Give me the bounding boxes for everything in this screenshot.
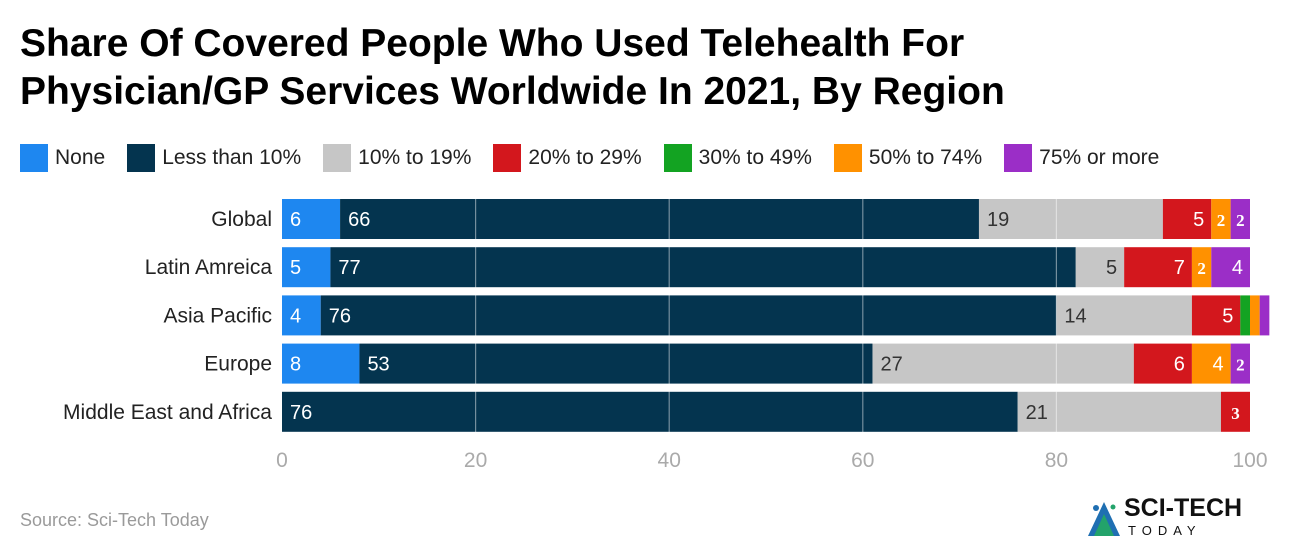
data-label: 2: [1197, 259, 1206, 278]
legend-item-50-to-74: 50% to 74%: [833, 144, 983, 172]
legend-swatch: [323, 144, 352, 172]
data-label: 4: [290, 305, 301, 327]
bar-asia-pacific-10-to-19: [1056, 295, 1192, 336]
source-note: Source: Sci-Tech Today: [20, 510, 209, 530]
bar-asia-pacific-50-to-74: [1250, 295, 1260, 336]
data-label: 2: [1236, 211, 1245, 230]
bar-europe-less-than-10: [359, 343, 873, 384]
data-label: 76: [329, 305, 351, 327]
data-label: 76: [290, 402, 312, 424]
data-label: 5: [1193, 209, 1204, 231]
sci-tech-logo: SCI-TECH TODAY: [1086, 494, 1266, 546]
category-label: Middle East and Africa: [63, 401, 272, 424]
legend-label: 20% to 29%: [528, 146, 642, 169]
bar-europe-10-to-19: [872, 343, 1134, 384]
data-label: 6: [1174, 354, 1185, 376]
data-label: 5: [1222, 305, 1233, 327]
bar-latin-amreica-75-or-more: [1211, 247, 1250, 288]
legend-label: 10% to 19%: [358, 146, 472, 169]
legend-label: 30% to 49%: [698, 146, 812, 169]
bar-asia-pacific-30-to-49: [1240, 295, 1250, 336]
bar-asia-pacific-75-or-more: [1259, 295, 1270, 336]
bar-global-none: [282, 199, 341, 239]
data-label: 8: [290, 354, 301, 376]
data-label: 66: [348, 209, 370, 231]
legend-item-less-than-10: Less than 10%: [127, 144, 301, 172]
legend-item-20-to-29: 20% to 29%: [493, 144, 642, 172]
bar-latin-amreica-10-to-19: [1075, 247, 1125, 288]
legend-item-30-to-49: 30% to 49%: [663, 144, 812, 172]
data-label: 2: [1217, 211, 1226, 230]
bar-europe-75-or-more: [1230, 343, 1250, 384]
data-label: 77: [338, 257, 360, 279]
bar-global-20-to-29: [1162, 199, 1212, 239]
legend-swatch: [20, 144, 48, 172]
x-tick-label: 0: [276, 449, 288, 472]
data-label: 2: [1236, 356, 1245, 375]
stacked-bar-chart: 6 66 19 5 2 25 77 5 7 2 44 76 14 58 53 27 6 4 276 21 3Global…: [63, 199, 1270, 472]
legend-swatch: [127, 144, 156, 172]
chart-title-line-1: Share Of Covered People Who Used Telehea…: [20, 22, 965, 65]
bar-latin-amreica-none: [282, 247, 331, 288]
legend-label: Less than 10%: [162, 146, 302, 169]
bar-europe-50-to-74: [1191, 343, 1231, 384]
bar-latin-amreica-less-than-10: [330, 247, 1076, 288]
x-tick-label: 20: [464, 449, 487, 472]
bar-global-less-than-10: [340, 199, 979, 239]
data-label: 21: [1026, 402, 1048, 424]
bar-europe-20-to-29: [1133, 343, 1192, 384]
bar-asia-pacific-none: [282, 295, 321, 336]
legend-label: 75% or more: [1039, 146, 1160, 169]
bar-middle-east-and-africa-20-to-29: [1220, 391, 1250, 432]
bar-middle-east-and-africa-10-to-19: [1017, 391, 1221, 432]
logo-text: SCI-TECH: [1124, 494, 1243, 522]
data-label: 4: [1213, 354, 1224, 376]
bar-asia-pacific-less-than-10: [320, 295, 1057, 336]
chart-title-line-2: Physician/GP Services Worldwide In 2021,…: [20, 70, 1005, 113]
x-tick-label: 60: [851, 449, 874, 472]
data-label: 5: [290, 257, 301, 279]
legend-swatch: [833, 144, 862, 172]
legend: None Less than 10% 10% to 19% 20% to 29% 30%…: [20, 143, 1181, 173]
x-tick-label: 80: [1045, 449, 1068, 472]
data-label: 4: [1232, 257, 1243, 279]
category-label: Asia Pacific: [163, 304, 272, 327]
bar-latin-amreica-50-to-74: [1191, 247, 1212, 288]
legend-swatch: [663, 144, 692, 172]
bar-global-10-to-19: [978, 199, 1163, 239]
bar-asia-pacific-20-to-29: [1191, 295, 1241, 336]
legend-swatch: [493, 144, 522, 172]
legend-swatch: [1004, 144, 1033, 172]
category-label: Global: [211, 208, 272, 231]
data-label: 14: [1064, 305, 1086, 327]
data-label: 53: [367, 354, 389, 376]
data-label: 6: [290, 209, 301, 231]
category-label: Latin Amreica: [145, 256, 273, 279]
category-label: Europe: [204, 353, 272, 376]
bar-latin-amreica-20-to-29: [1124, 247, 1192, 288]
bar-middle-east-and-africa-less-than-10: [282, 391, 1018, 432]
data-label: 19: [987, 209, 1009, 231]
bar-global-50-to-74: [1211, 199, 1231, 239]
logo-mark-icon: [1088, 502, 1120, 536]
legend-label: 50% to 74%: [868, 146, 983, 169]
bar-europe-none: [282, 343, 360, 384]
legend-item-75-or-more: 75% or more: [1004, 144, 1159, 172]
legend-item-10-to-19: 10% to 19%: [323, 144, 471, 172]
x-tick-label: 40: [658, 449, 681, 472]
data-label: 27: [880, 354, 902, 376]
data-label: 7: [1174, 257, 1185, 279]
bar-global-75-or-more: [1230, 199, 1250, 239]
legend-item-none: None: [20, 144, 105, 172]
logo-subtext: TODAY: [1128, 523, 1202, 538]
data-label: 3: [1231, 404, 1240, 423]
x-tick-label: 100: [1232, 449, 1267, 472]
data-label: 5: [1106, 257, 1117, 279]
chart-title: Share Of Covered People Who Used Telehea…: [20, 20, 1220, 116]
legend-label: None: [55, 146, 106, 169]
